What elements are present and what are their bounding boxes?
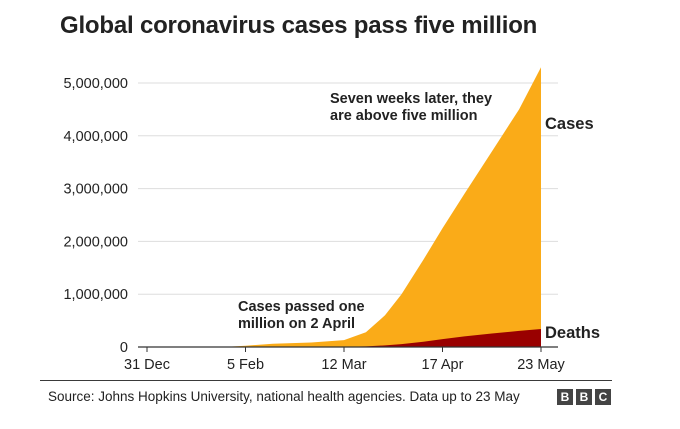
logo-letter: B	[557, 389, 573, 405]
series-area-cases	[147, 67, 541, 347]
axes: 0 1,000,000 2,000,000 3,000,000 4,000,000 5,0…	[63, 76, 565, 373]
series-label: Deaths	[545, 324, 600, 342]
area-chart: 0 1,000,000 2,000,000 3,000,000 4,000,000 5,0…	[63, 67, 600, 373]
annotation-line: million on 2 April	[238, 316, 355, 332]
y-tick-label: 2,000,000	[63, 234, 128, 250]
x-tick-label: 23 May	[517, 357, 565, 373]
x-tick-label: 17 Apr	[422, 357, 464, 373]
x-tick-label: 5 Feb	[227, 357, 264, 373]
y-tick-label: 3,000,000	[63, 182, 128, 198]
series-areas	[147, 67, 541, 347]
chart-title: Global coronavirus cases pass five milli…	[60, 12, 538, 39]
annotation-line: Cases passed one	[238, 299, 365, 315]
annotation-line: Seven weeks later, they	[330, 91, 492, 107]
footer-rule	[40, 380, 612, 381]
x-tick-label: 12 Mar	[321, 357, 366, 373]
series-label: Cases	[545, 115, 594, 133]
logo-letter: C	[595, 389, 611, 405]
bbc-logo: B B C	[557, 389, 611, 405]
source-note: Source: Johns Hopkins University, nation…	[48, 389, 520, 404]
x-tick-label: 31 Dec	[124, 357, 170, 373]
logo-letter: B	[576, 389, 592, 405]
series-area-deaths	[147, 329, 541, 347]
y-tick-label: 1,000,000	[63, 287, 128, 303]
y-tick-label: 4,000,000	[63, 129, 128, 145]
annotation-line: are above five million	[330, 108, 477, 124]
y-tick-label: 0	[120, 340, 128, 356]
y-tick-label: 5,000,000	[63, 76, 128, 92]
